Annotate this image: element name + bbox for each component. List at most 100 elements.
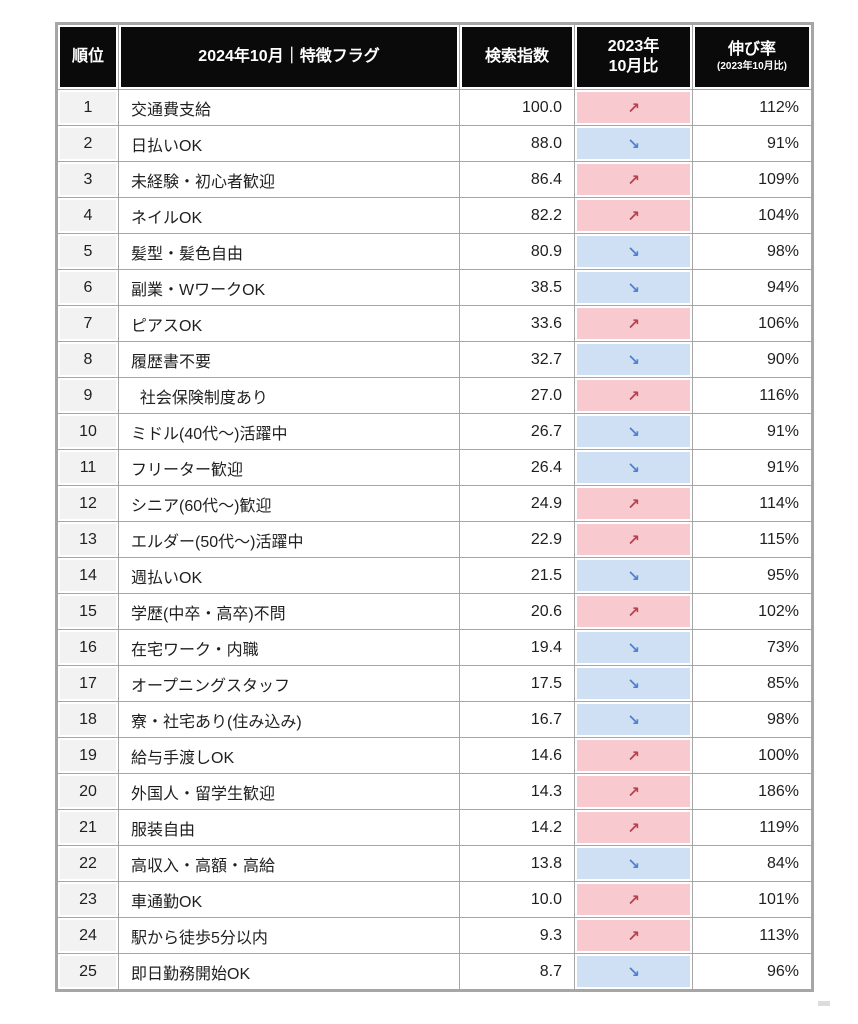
up-right-arrow-icon: ↗ — [627, 99, 640, 117]
search-index-cell: 88.0 — [460, 126, 574, 161]
search-index-cell: 32.7 — [460, 342, 574, 377]
up-right-arrow-icon: ↗ — [627, 603, 640, 621]
trend-cell: ↘ — [575, 558, 692, 593]
rank-cell: 14 — [58, 558, 118, 593]
search-index-cell: 82.2 — [460, 198, 574, 233]
down-right-arrow-icon: ↘ — [627, 423, 640, 441]
feature-cell: 副業・WワークOK — [119, 270, 459, 305]
up-right-arrow-icon: ↗ — [627, 927, 640, 945]
down-right-arrow-icon: ↘ — [627, 135, 640, 153]
rank-cell: 9 — [58, 378, 118, 413]
growth-rate-cell: 106% — [693, 306, 811, 341]
feature-cell: 車通勤OK — [119, 882, 459, 917]
up-right-arrow-icon: ↗ — [627, 531, 640, 549]
header-yoy-line1: 2023年 — [607, 38, 660, 55]
rank-cell: 8 — [58, 342, 118, 377]
growth-rate-cell: 84% — [693, 846, 811, 881]
feature-cell: 学歴(中卒・高卒)不問 — [119, 594, 459, 629]
rank-cell: 23 — [58, 882, 118, 917]
rank-cell: 5 — [58, 234, 118, 269]
rank-cell: 16 — [58, 630, 118, 665]
table-row: 4 ネイルOK 82.2 ↗ 104% — [58, 198, 811, 233]
header-yoy: 2023年 10月比 — [575, 25, 692, 89]
down-right-arrow-icon: ↘ — [627, 279, 640, 297]
up-right-arrow-icon: ↗ — [627, 495, 640, 513]
trend-cell: ↗ — [575, 522, 692, 557]
rank-cell: 17 — [58, 666, 118, 701]
growth-rate-cell: 102% — [693, 594, 811, 629]
table-row: 24 駅から徒歩5分以内 9.3 ↗ 113% — [58, 918, 811, 953]
trend-cell: ↘ — [575, 234, 692, 269]
rank-cell: 20 — [58, 774, 118, 809]
trend-cell: ↗ — [575, 882, 692, 917]
rank-cell: 7 — [58, 306, 118, 341]
down-right-arrow-icon: ↘ — [627, 351, 640, 369]
trend-cell: ↘ — [575, 126, 692, 161]
up-right-arrow-icon: ↗ — [627, 819, 640, 837]
trend-cell: ↗ — [575, 378, 692, 413]
trend-cell: ↘ — [575, 414, 692, 449]
feature-cell: 髪型・髪色自由 — [119, 234, 459, 269]
rank-cell: 3 — [58, 162, 118, 197]
header-feature: 2024年10月｜特徴フラグ — [119, 25, 459, 89]
down-right-arrow-icon: ↘ — [627, 855, 640, 873]
search-index-cell: 8.7 — [460, 954, 574, 989]
trend-cell: ↗ — [575, 594, 692, 629]
growth-rate-cell: 104% — [693, 198, 811, 233]
feature-cell: 未経験・初心者歓迎 — [119, 162, 459, 197]
search-index-cell: 16.7 — [460, 702, 574, 737]
search-index-cell: 33.6 — [460, 306, 574, 341]
table-row: 23 車通勤OK 10.0 ↗ 101% — [58, 882, 811, 917]
rank-cell: 25 — [58, 954, 118, 989]
growth-rate-cell: 91% — [693, 450, 811, 485]
search-index-cell: 20.6 — [460, 594, 574, 629]
rank-cell: 15 — [58, 594, 118, 629]
up-right-arrow-icon: ↗ — [627, 783, 640, 801]
feature-cell: ミドル(40代～)活躍中 — [119, 414, 459, 449]
table-row: 13 エルダー(50代～)活躍中 22.9 ↗ 115% — [58, 522, 811, 557]
table-row: 20 外国人・留学生歓迎 14.3 ↗ 186% — [58, 774, 811, 809]
feature-cell: ネイルOK — [119, 198, 459, 233]
feature-cell: 高収入・高額・高給 — [119, 846, 459, 881]
search-index-cell: 38.5 — [460, 270, 574, 305]
search-index-cell: 9.3 — [460, 918, 574, 953]
search-index-cell: 10.0 — [460, 882, 574, 917]
table-row: 11 フリーター歓迎 26.4 ↘ 91% — [58, 450, 811, 485]
up-right-arrow-icon: ↗ — [627, 747, 640, 765]
feature-cell: 在宅ワーク・内職 — [119, 630, 459, 665]
growth-rate-cell: 113% — [693, 918, 811, 953]
trend-cell: ↗ — [575, 738, 692, 773]
rank-cell: 13 — [58, 522, 118, 557]
feature-cell: ピアスOK — [119, 306, 459, 341]
feature-cell: 履歴書不要 — [119, 342, 459, 377]
header-growth-label: 伸び率 — [727, 41, 776, 59]
trend-cell: ↘ — [575, 666, 692, 701]
up-right-arrow-icon: ↗ — [627, 891, 640, 909]
search-index-cell: 22.9 — [460, 522, 574, 557]
trend-cell: ↗ — [575, 810, 692, 845]
search-index-cell: 27.0 — [460, 378, 574, 413]
rank-cell: 21 — [58, 810, 118, 845]
down-right-arrow-icon: ↘ — [627, 675, 640, 693]
header-row: 順位 2024年10月｜特徴フラグ 検索指数 2023年 10月比 伸び率 (2… — [58, 25, 811, 89]
growth-rate-cell: 186% — [693, 774, 811, 809]
trend-cell: ↗ — [575, 162, 692, 197]
feature-cell: シニア(60代～)歓迎 — [119, 486, 459, 521]
table-row: 18 寮・社宅あり(住み込み) 16.7 ↘ 98% — [58, 702, 811, 737]
table-row: 21 服装自由 14.2 ↗ 119% — [58, 810, 811, 845]
feature-cell: 日払いOK — [119, 126, 459, 161]
ranking-table: 順位 2024年10月｜特徴フラグ 検索指数 2023年 10月比 伸び率 (2… — [55, 22, 814, 992]
growth-rate-cell: 119% — [693, 810, 811, 845]
header-rank: 順位 — [58, 25, 118, 89]
trend-cell: ↗ — [575, 306, 692, 341]
growth-rate-cell: 100% — [693, 738, 811, 773]
feature-cell: フリーター歓迎 — [119, 450, 459, 485]
search-index-cell: 26.4 — [460, 450, 574, 485]
table-row: 2 日払いOK 88.0 ↘ 91% — [58, 126, 811, 161]
growth-rate-cell: 85% — [693, 666, 811, 701]
table-row: 15 学歴(中卒・高卒)不問 20.6 ↗ 102% — [58, 594, 811, 629]
search-index-cell: 14.2 — [460, 810, 574, 845]
feature-cell: 寮・社宅あり(住み込み) — [119, 702, 459, 737]
feature-cell: 外国人・留学生歓迎 — [119, 774, 459, 809]
feature-flag-ranking: 順位 2024年10月｜特徴フラグ 検索指数 2023年 10月比 伸び率 (2… — [57, 24, 812, 990]
